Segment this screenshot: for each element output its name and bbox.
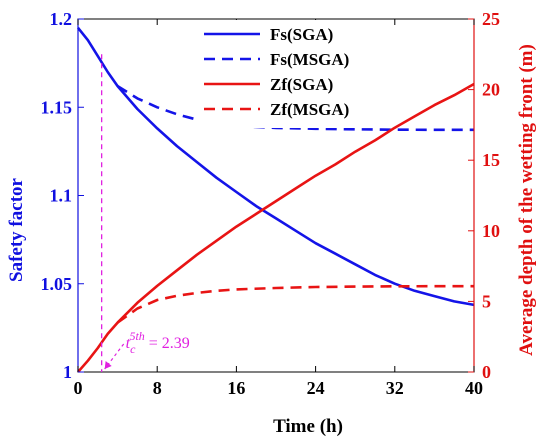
y-left-tick-label: 1.1 bbox=[50, 186, 73, 206]
legend-label-zf-msga: Zf(MSGA) bbox=[270, 100, 349, 119]
y-right-tick-label: 15 bbox=[482, 150, 500, 170]
axis-layer: 0 8 16 24 32 40 1 1.05 1.1 1.15 1.2 0 5 10 15 20 25 bbox=[41, 9, 501, 398]
y-left-tick-label: 1.15 bbox=[41, 97, 73, 117]
series-line-zf-msga bbox=[116, 284, 474, 324]
x-axis-label: Time (h) bbox=[273, 416, 343, 437]
annotation-arrowhead bbox=[104, 361, 112, 369]
y-left-tick-label: 1.05 bbox=[41, 274, 73, 294]
x-tick-label: 24 bbox=[307, 378, 325, 398]
y-right-tick-label: 5 bbox=[482, 291, 491, 311]
y-axis-left-label: Safety factor bbox=[6, 177, 27, 281]
x-tick-label: 8 bbox=[153, 378, 162, 398]
y-axis-right-label: Average depth of the wetting front (m) bbox=[516, 44, 537, 356]
legend-label-fs-msga: Fs(MSGA) bbox=[270, 50, 349, 69]
legend: Fs(SGA) Fs(MSGA) Zf(SGA) Zf(MSGA) bbox=[200, 20, 375, 128]
x-tick-label: 16 bbox=[227, 378, 245, 398]
annotation-label: tc5th = 2.39 bbox=[126, 329, 190, 356]
y-left-tick-label: 1 bbox=[63, 362, 72, 382]
x-tick-label: 40 bbox=[465, 378, 483, 398]
y-right-tick-label: 25 bbox=[482, 9, 500, 29]
legend-label-fs-sga: Fs(SGA) bbox=[270, 25, 333, 44]
legend-label-zf-sga: Zf(SGA) bbox=[270, 75, 333, 94]
x-tick-label: 32 bbox=[386, 378, 404, 398]
annotation-layer: tc5th = 2.39 bbox=[101, 54, 190, 372]
y-right-tick-label: 0 bbox=[482, 362, 491, 382]
y-right-tick-label: 20 bbox=[482, 80, 500, 100]
series-line-zf-sga bbox=[77, 82, 475, 373]
y-left-tick-label: 1.2 bbox=[50, 9, 73, 29]
x-tick-label: 0 bbox=[74, 378, 83, 398]
y-right-tick-label: 10 bbox=[482, 221, 500, 241]
